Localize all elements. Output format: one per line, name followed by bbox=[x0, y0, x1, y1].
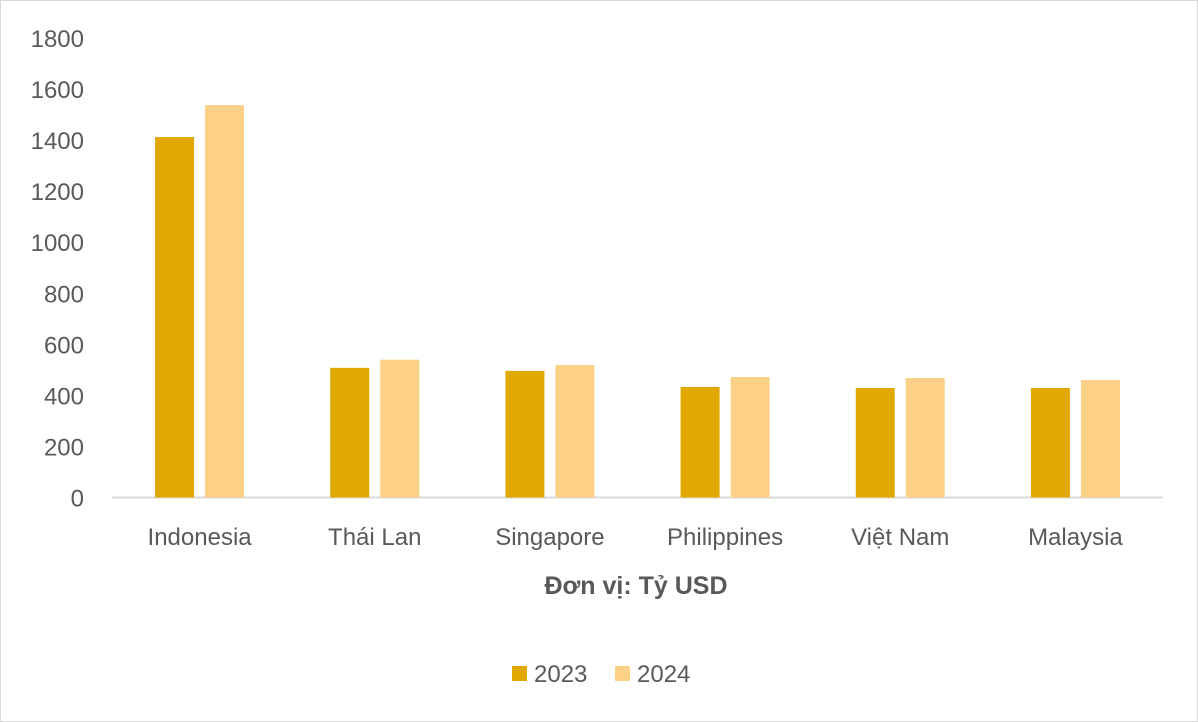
x-category-label: Singapore bbox=[495, 524, 604, 551]
bar-2023-4 bbox=[855, 387, 895, 498]
legend-label: 2024 bbox=[637, 661, 690, 688]
y-tick-label: 0 bbox=[71, 486, 84, 513]
bar-2023-0 bbox=[155, 137, 195, 498]
x-axis-label: Đơn vị: Tỷ USD bbox=[544, 572, 727, 600]
bar-2024-1 bbox=[380, 359, 420, 498]
y-tick-label: 1800 bbox=[31, 26, 84, 53]
y-tick-label: 200 bbox=[44, 434, 84, 461]
bars bbox=[155, 105, 1120, 498]
legend-swatch-2024 bbox=[615, 666, 630, 681]
x-category-label: Philippines bbox=[667, 524, 783, 551]
bar-2024-3 bbox=[730, 377, 770, 498]
bar-2023-2 bbox=[505, 370, 545, 498]
bar-2024-0 bbox=[205, 105, 245, 498]
bar-2024-5 bbox=[1080, 380, 1120, 498]
x-category-label: Việt Nam bbox=[851, 524, 949, 551]
x-axis-categories: Indonesia Thái Lan Singapore Philippines Việ… bbox=[148, 524, 1124, 551]
y-tick-label: 400 bbox=[44, 383, 84, 410]
y-tick-label: 1600 bbox=[31, 77, 84, 104]
y-axis-ticks: 0 200 400 600 800 1000 1200 1400 1600 1800 bbox=[31, 26, 84, 513]
bar-2023-1 bbox=[330, 367, 370, 498]
legend: 2023 2024 bbox=[512, 661, 690, 688]
bar-2023-3 bbox=[680, 386, 720, 498]
bar-2024-2 bbox=[555, 365, 595, 498]
legend-label: 2023 bbox=[534, 661, 587, 688]
y-tick-label: 800 bbox=[44, 281, 84, 308]
bar-2024-4 bbox=[905, 378, 945, 498]
x-category-label: Thái Lan bbox=[328, 524, 421, 551]
bar-2023-5 bbox=[1030, 387, 1070, 498]
y-tick-label: 1000 bbox=[31, 230, 84, 257]
legend-swatch-2023 bbox=[512, 666, 527, 681]
x-category-label: Indonesia bbox=[148, 524, 253, 551]
y-tick-label: 1400 bbox=[31, 128, 84, 155]
x-category-label: Malaysia bbox=[1028, 524, 1123, 551]
y-tick-label: 1200 bbox=[31, 179, 84, 206]
y-tick-label: 600 bbox=[44, 332, 84, 359]
